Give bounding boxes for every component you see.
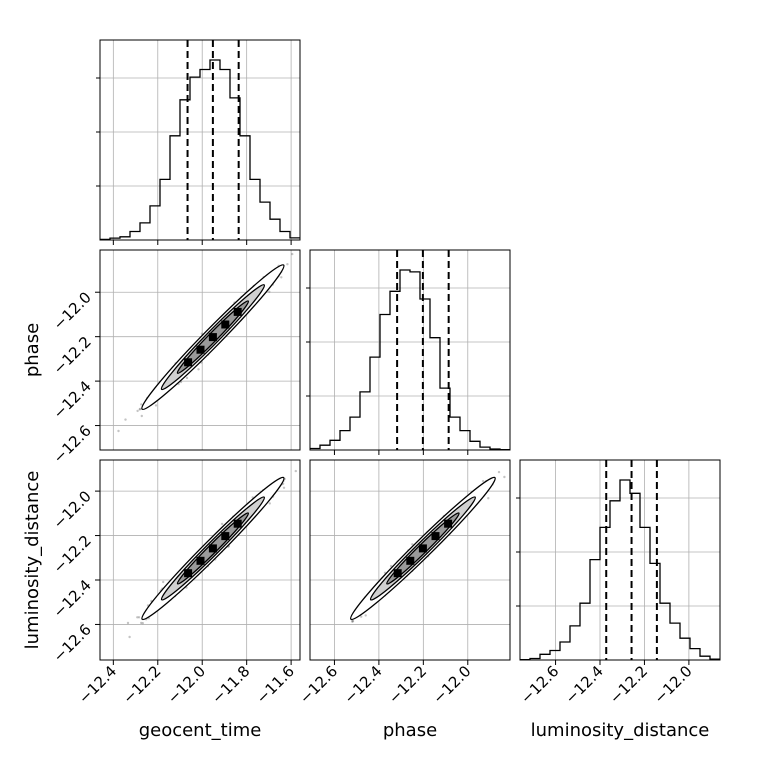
scatter-point (268, 290, 271, 293)
scatter-point (140, 621, 143, 625)
histogram-luminosity_distance (520, 479, 720, 661)
density-core (184, 569, 193, 578)
y-tick-label: −12.6 (50, 621, 95, 666)
x-tick-label: −12.2 (385, 662, 430, 707)
scatter-point (136, 616, 139, 619)
histogram-phase (310, 269, 510, 451)
scatter-geocent_time-luminosity_distance (126, 469, 297, 639)
panel-frame (309, 459, 511, 661)
panel-frame (99, 39, 301, 241)
scatter-point (503, 475, 506, 479)
scatter-phase-luminosity_distance (349, 445, 533, 623)
x-tick-label: −12.2 (606, 662, 651, 707)
scatter-point (140, 403, 143, 406)
scatter-point (140, 414, 143, 418)
x-axis-label: luminosity_distance (531, 720, 710, 741)
density-core (221, 320, 230, 329)
x-axis-label: geocent_time (139, 720, 262, 741)
x-tick-label: −11.6 (253, 662, 298, 707)
density-core (196, 345, 205, 354)
x-tick-label: −12.4 (562, 662, 607, 707)
scatter-point (282, 486, 286, 489)
scatter-point (185, 376, 189, 380)
x-tick-label: −12.0 (650, 662, 695, 707)
x-tick-label: −12.4 (75, 662, 120, 707)
y-tick-label: −12.2 (50, 532, 95, 577)
scatter-point (137, 616, 141, 619)
density-core (208, 544, 217, 553)
scatter-point (139, 407, 142, 411)
scatter-point (351, 619, 355, 623)
scatter-point (126, 621, 130, 625)
x-tick-label: −11.8 (208, 662, 253, 707)
scatter-point (136, 409, 139, 413)
y-axis-label: phase (22, 323, 43, 377)
x-tick-label: −12.2 (119, 662, 164, 707)
scatter-point (481, 479, 485, 483)
scatter-point (220, 522, 224, 526)
y-axis-label: luminosity_distance (22, 471, 43, 650)
density-core (444, 519, 453, 528)
scatter-point (154, 404, 158, 407)
scatter-point (280, 276, 283, 279)
density-core (233, 519, 242, 528)
panel-frame (309, 249, 511, 451)
density-core (406, 556, 415, 565)
y-tick-label: −12.0 (50, 487, 95, 532)
scatter-point (268, 502, 271, 505)
y-tick-label: −12.2 (50, 333, 95, 378)
scatter-point (487, 497, 490, 500)
scatter-point (360, 615, 363, 618)
histogram-geocent_time (100, 59, 300, 241)
scatter-point (497, 470, 501, 474)
x-axis-label: phase (383, 720, 437, 741)
x-tick-label: −12.4 (340, 662, 385, 707)
y-tick-label: −12.4 (50, 377, 95, 422)
x-tick-label: −12.0 (429, 662, 474, 707)
scatter-point (138, 408, 141, 411)
panel-frame (99, 459, 301, 661)
scatter-geocent_time-phase (117, 252, 294, 433)
scatter-point (141, 622, 144, 625)
scatter-point (162, 580, 165, 584)
density-core (393, 569, 402, 578)
panel-frame (99, 249, 301, 451)
scatter-point (411, 543, 414, 546)
x-tick-label: −12.6 (296, 662, 341, 707)
scatter-point (124, 418, 127, 421)
density-core (233, 307, 242, 316)
scatter-point (286, 263, 289, 266)
scatter-point (294, 469, 297, 473)
scatter-point (351, 619, 354, 622)
x-tick-label: −12.6 (517, 662, 562, 707)
density-core (196, 556, 205, 565)
x-tick-label: −12.0 (164, 662, 209, 707)
scatter-point (531, 445, 533, 447)
density-core (221, 532, 230, 541)
scatter-point (351, 620, 354, 623)
scatter-point (197, 368, 200, 371)
scatter-point (291, 252, 294, 256)
scatter-point (128, 635, 131, 639)
panel-frame (519, 459, 721, 661)
scatter-point (364, 614, 367, 617)
density-core (184, 358, 193, 367)
density-core (418, 544, 427, 553)
scatter-point (117, 429, 120, 433)
y-tick-label: −12.4 (50, 576, 95, 621)
density-core (431, 532, 440, 541)
y-tick-label: −12.6 (50, 422, 95, 467)
y-tick-label: −12.0 (50, 288, 95, 333)
density-core (208, 333, 217, 342)
